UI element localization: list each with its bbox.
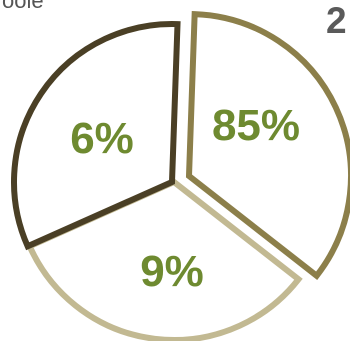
top-left-text-fragment: oole [2, 0, 44, 13]
top-right-text-fragment: 2 [326, 0, 347, 41]
pie-slice-label-85: 85% [212, 101, 300, 150]
pie-slice-label-6: 6% [70, 114, 134, 163]
pie-slice-6 [11, 21, 181, 251]
pie-slice-9 [25, 178, 303, 341]
pie-slice-85 [185, 10, 350, 280]
pie-slice-label-9: 9% [140, 247, 204, 296]
